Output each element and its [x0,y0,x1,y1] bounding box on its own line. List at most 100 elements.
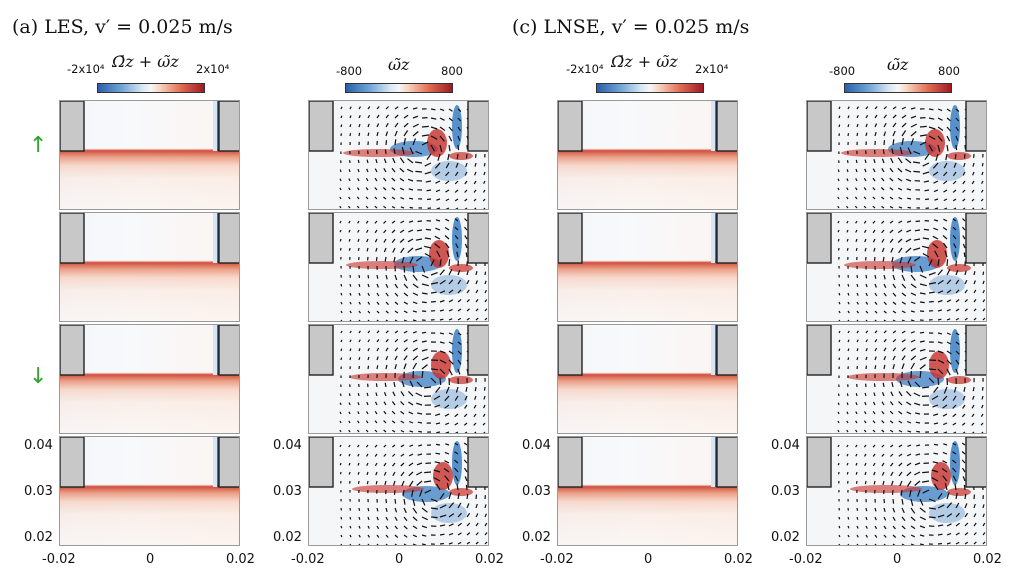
velocity-vector [445,171,450,177]
velocity-vector [922,237,930,240]
velocity-vector [872,410,876,415]
velocity-vector [928,282,937,285]
panel-total-vorticity [59,436,240,546]
velocity-vector [837,393,840,397]
velocity-vector [863,196,867,200]
velocity-vector [928,272,936,276]
velocity-vector [466,270,469,276]
velocity-vector [865,114,869,119]
velocity-vector [905,158,912,164]
velocity-vector [367,330,371,334]
velocity-vector [454,431,459,433]
velocity-vector [421,507,428,513]
velocity-vector [430,516,438,519]
velocity-vector [385,310,389,314]
velocity-vector [430,126,438,130]
velocity-vector [484,522,488,527]
velocity-vector [952,431,957,433]
velocity-vector [865,310,869,314]
velocity-vector [883,131,887,137]
velocity-vector [922,162,930,167]
velocity-vector [358,357,361,361]
velocity-vector [349,319,352,321]
velocity-vector [898,197,903,200]
velocity-vector [401,147,405,155]
velocity-vector [955,144,958,151]
velocity-vector [952,395,957,401]
velocity-vector [348,247,351,251]
velocity-vector [901,274,906,281]
velocity-vector [933,180,939,184]
velocity-vector [982,289,985,294]
velocity-vector [416,471,423,476]
velocity-vector [838,310,841,314]
wall-block-left [60,437,85,488]
colorbar-total-title: Ω̄z + ω̃z [112,52,179,71]
velocity-vector [474,386,477,392]
velocity-vector [865,543,868,545]
velocity-vector [943,386,948,394]
velocity-vector [439,318,444,321]
velocity-vector [393,381,396,388]
velocity-vector [961,442,966,446]
velocity-vector [392,462,396,467]
velocity-vector [421,516,428,521]
velocity-vector [439,332,445,335]
velocity-vector [837,247,840,251]
velocity-vector [340,319,343,321]
velocity-vector [919,364,926,370]
velocity-vector [971,431,975,433]
velocity-vector [973,513,977,518]
velocity-vector [412,107,418,110]
velocity-vector [483,207,486,209]
velocity-vector [433,477,441,482]
velocity-vector [899,480,903,487]
wall-block-right [218,437,239,488]
velocity-vector [962,404,966,409]
velocity-vector [339,429,342,433]
arrow-down-icon: ↓ [29,364,48,389]
velocity-vector [412,498,416,506]
velocity-vector [365,187,369,191]
velocity-vector [883,516,887,521]
y-tick: 0.04 [771,438,800,453]
velocity-vector [358,319,361,321]
velocity-vector [955,317,960,321]
velocity-vector [981,180,984,184]
velocity-vector [421,356,429,361]
velocity-vector [464,171,468,176]
velocity-vector [864,247,867,252]
velocity-vector [942,226,948,231]
velocity-vector [881,391,885,397]
velocity-vector [943,162,948,169]
velocity-vector [973,289,977,294]
velocity-vector [973,494,976,500]
velocity-vector [475,532,479,536]
velocity-vector [954,251,957,258]
velocity-vector [430,377,437,384]
velocity-vector [457,541,462,545]
velocity-vector [383,420,387,424]
velocity-vector [375,471,378,476]
velocity-vector [421,498,426,506]
vorticity-blob [929,161,965,181]
velocity-vector [952,442,957,446]
velocity-vector [457,126,462,132]
velocity-vector [349,543,352,545]
velocity-vector [982,308,986,312]
velocity-vector [855,229,858,233]
x-tick: 0 [395,552,404,567]
velocity-vector [435,413,441,416]
wall-block-right [716,437,737,488]
velocity-vector [454,171,459,177]
panel-total-vorticity [59,324,240,434]
velocity-vector [953,386,957,393]
velocity-vector [914,402,921,406]
velocity-vector [883,122,887,128]
velocity-vector [952,226,957,231]
velocity-vector [946,308,951,312]
velocity-vector [922,252,930,258]
velocity-vector [882,256,885,262]
velocity-vector [872,444,876,448]
velocity-vector [424,489,432,494]
